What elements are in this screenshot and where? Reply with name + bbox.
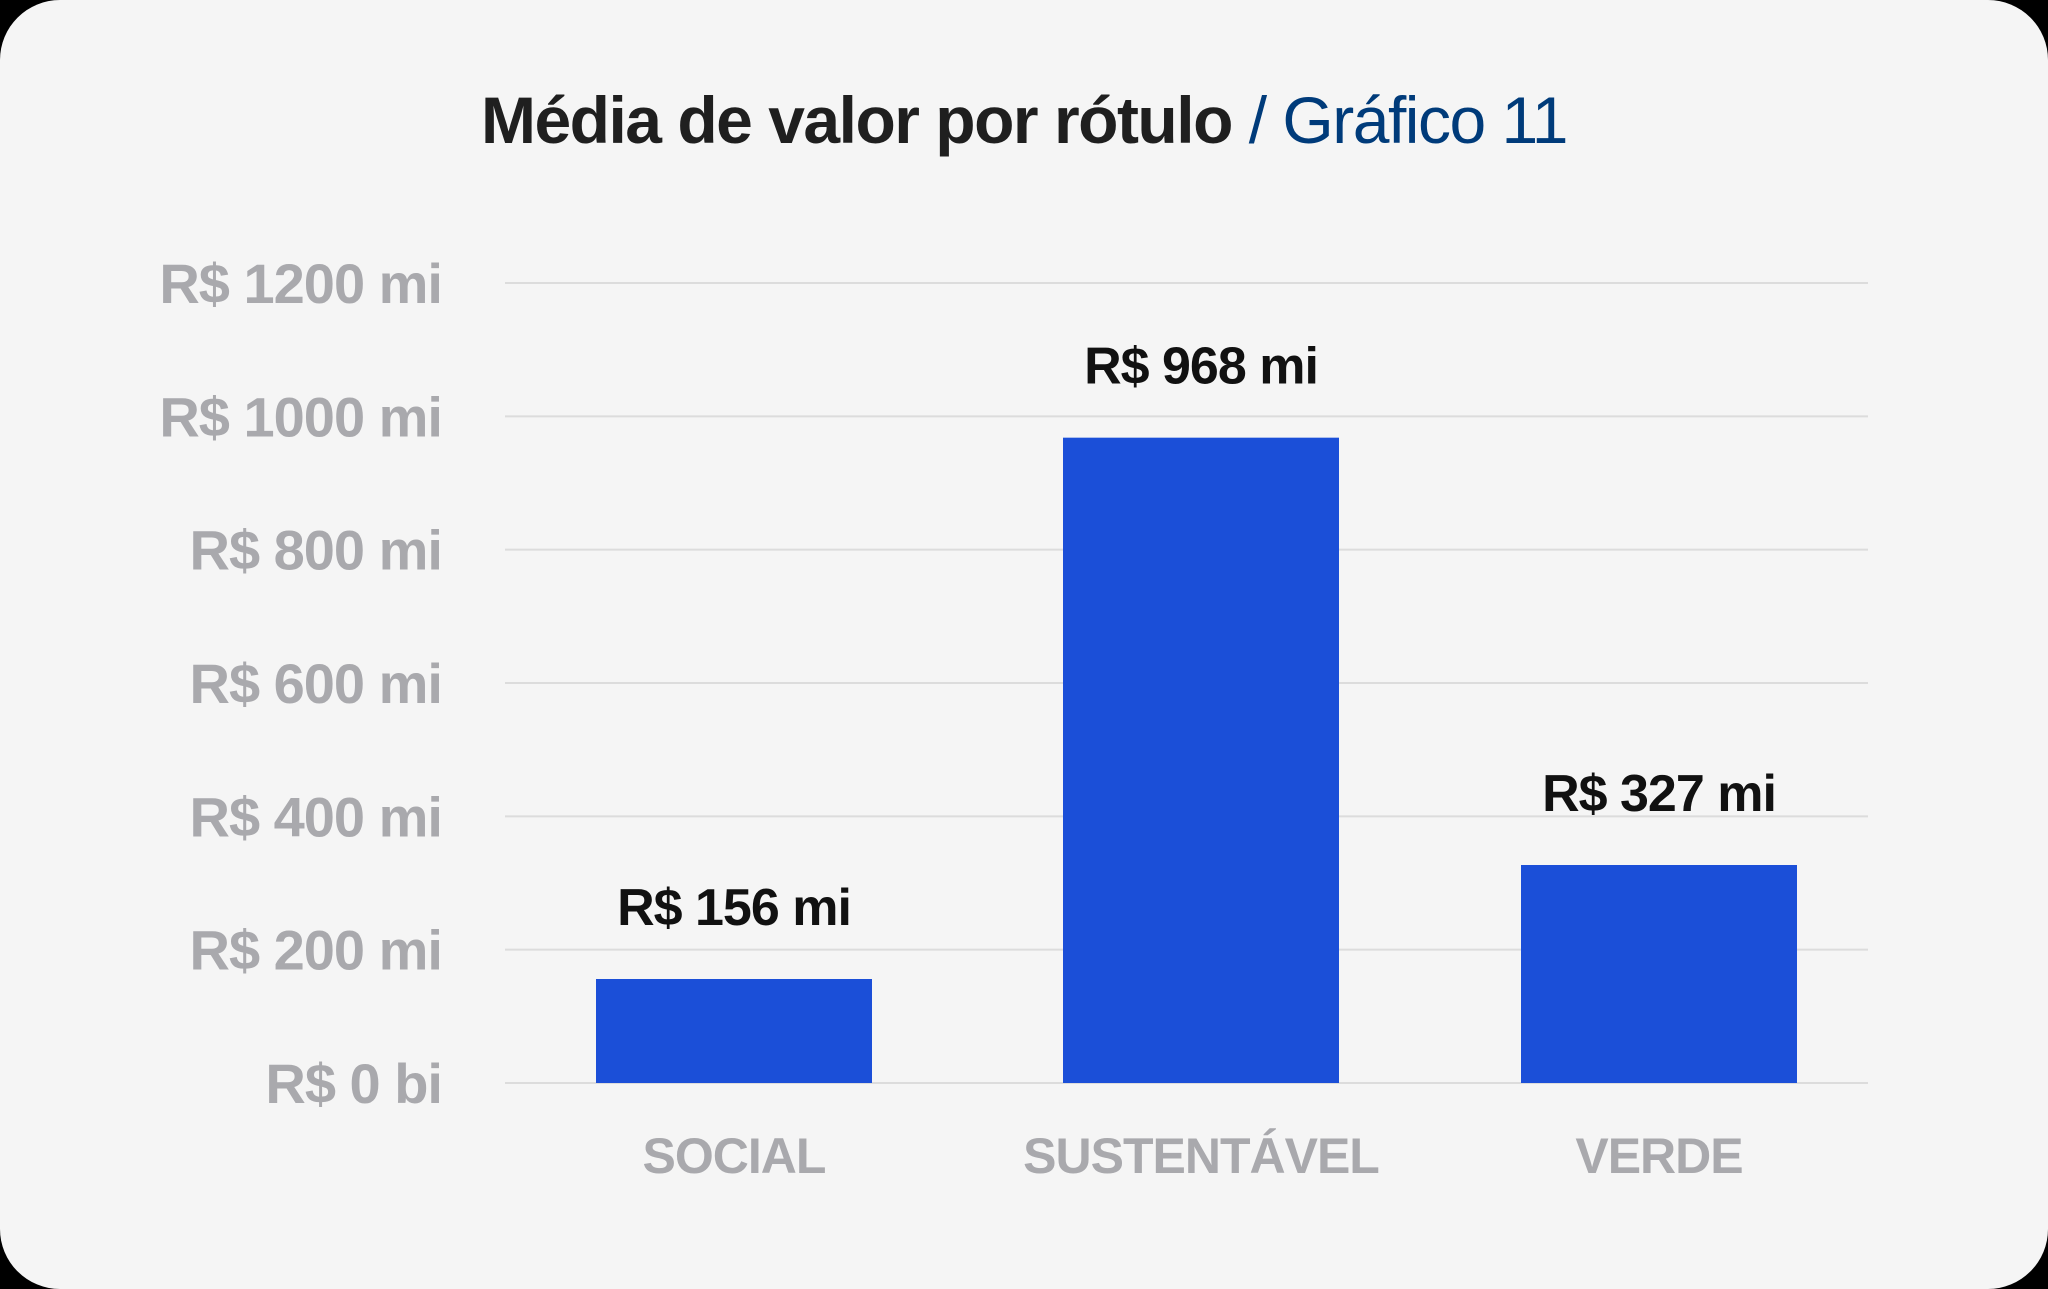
data-label: R$ 156 mi <box>617 879 851 937</box>
bar-sustentável <box>1063 437 1339 1084</box>
y-axis: R$ 0 bi R$ 200 mi R$ 400 mi R$ 600 mi R$ 800… <box>159 252 443 1115</box>
y-tick-label: R$ 800 mi <box>190 519 443 582</box>
x-tick-label: SOCIAL <box>643 1128 826 1184</box>
y-tick-label: R$ 1000 mi <box>159 385 442 448</box>
bars <box>596 437 1797 1084</box>
y-tick-label: R$ 600 mi <box>190 652 443 715</box>
x-tick-label: SUSTENTÁVEL <box>1023 1128 1379 1184</box>
data-label: R$ 327 mi <box>1542 765 1776 823</box>
chart-title-main: Média de valor por rótulo <box>480 83 1233 157</box>
data-label: R$ 968 mi <box>1084 338 1318 396</box>
y-tick-label: R$ 0 bi <box>265 1052 442 1115</box>
y-tick-label: R$ 1200 mi <box>159 252 442 315</box>
x-axis: SOCIAL SUSTENTÁVEL VERDE <box>643 1128 1744 1184</box>
bar-verde <box>1521 865 1797 1083</box>
y-tick-label: R$ 200 mi <box>190 919 443 982</box>
y-tick-label: R$ 400 mi <box>190 785 443 848</box>
data-labels: R$ 156 mi R$ 968 mi R$ 327 mi <box>617 338 1777 937</box>
chart-title: Média de valor por rótulo / Gráfico 11 <box>0 82 2048 158</box>
x-tick-label: VERDE <box>1575 1128 1742 1184</box>
bar-social <box>596 979 872 1083</box>
chart-subtitle: / Gráfico 11 <box>1248 83 1569 157</box>
